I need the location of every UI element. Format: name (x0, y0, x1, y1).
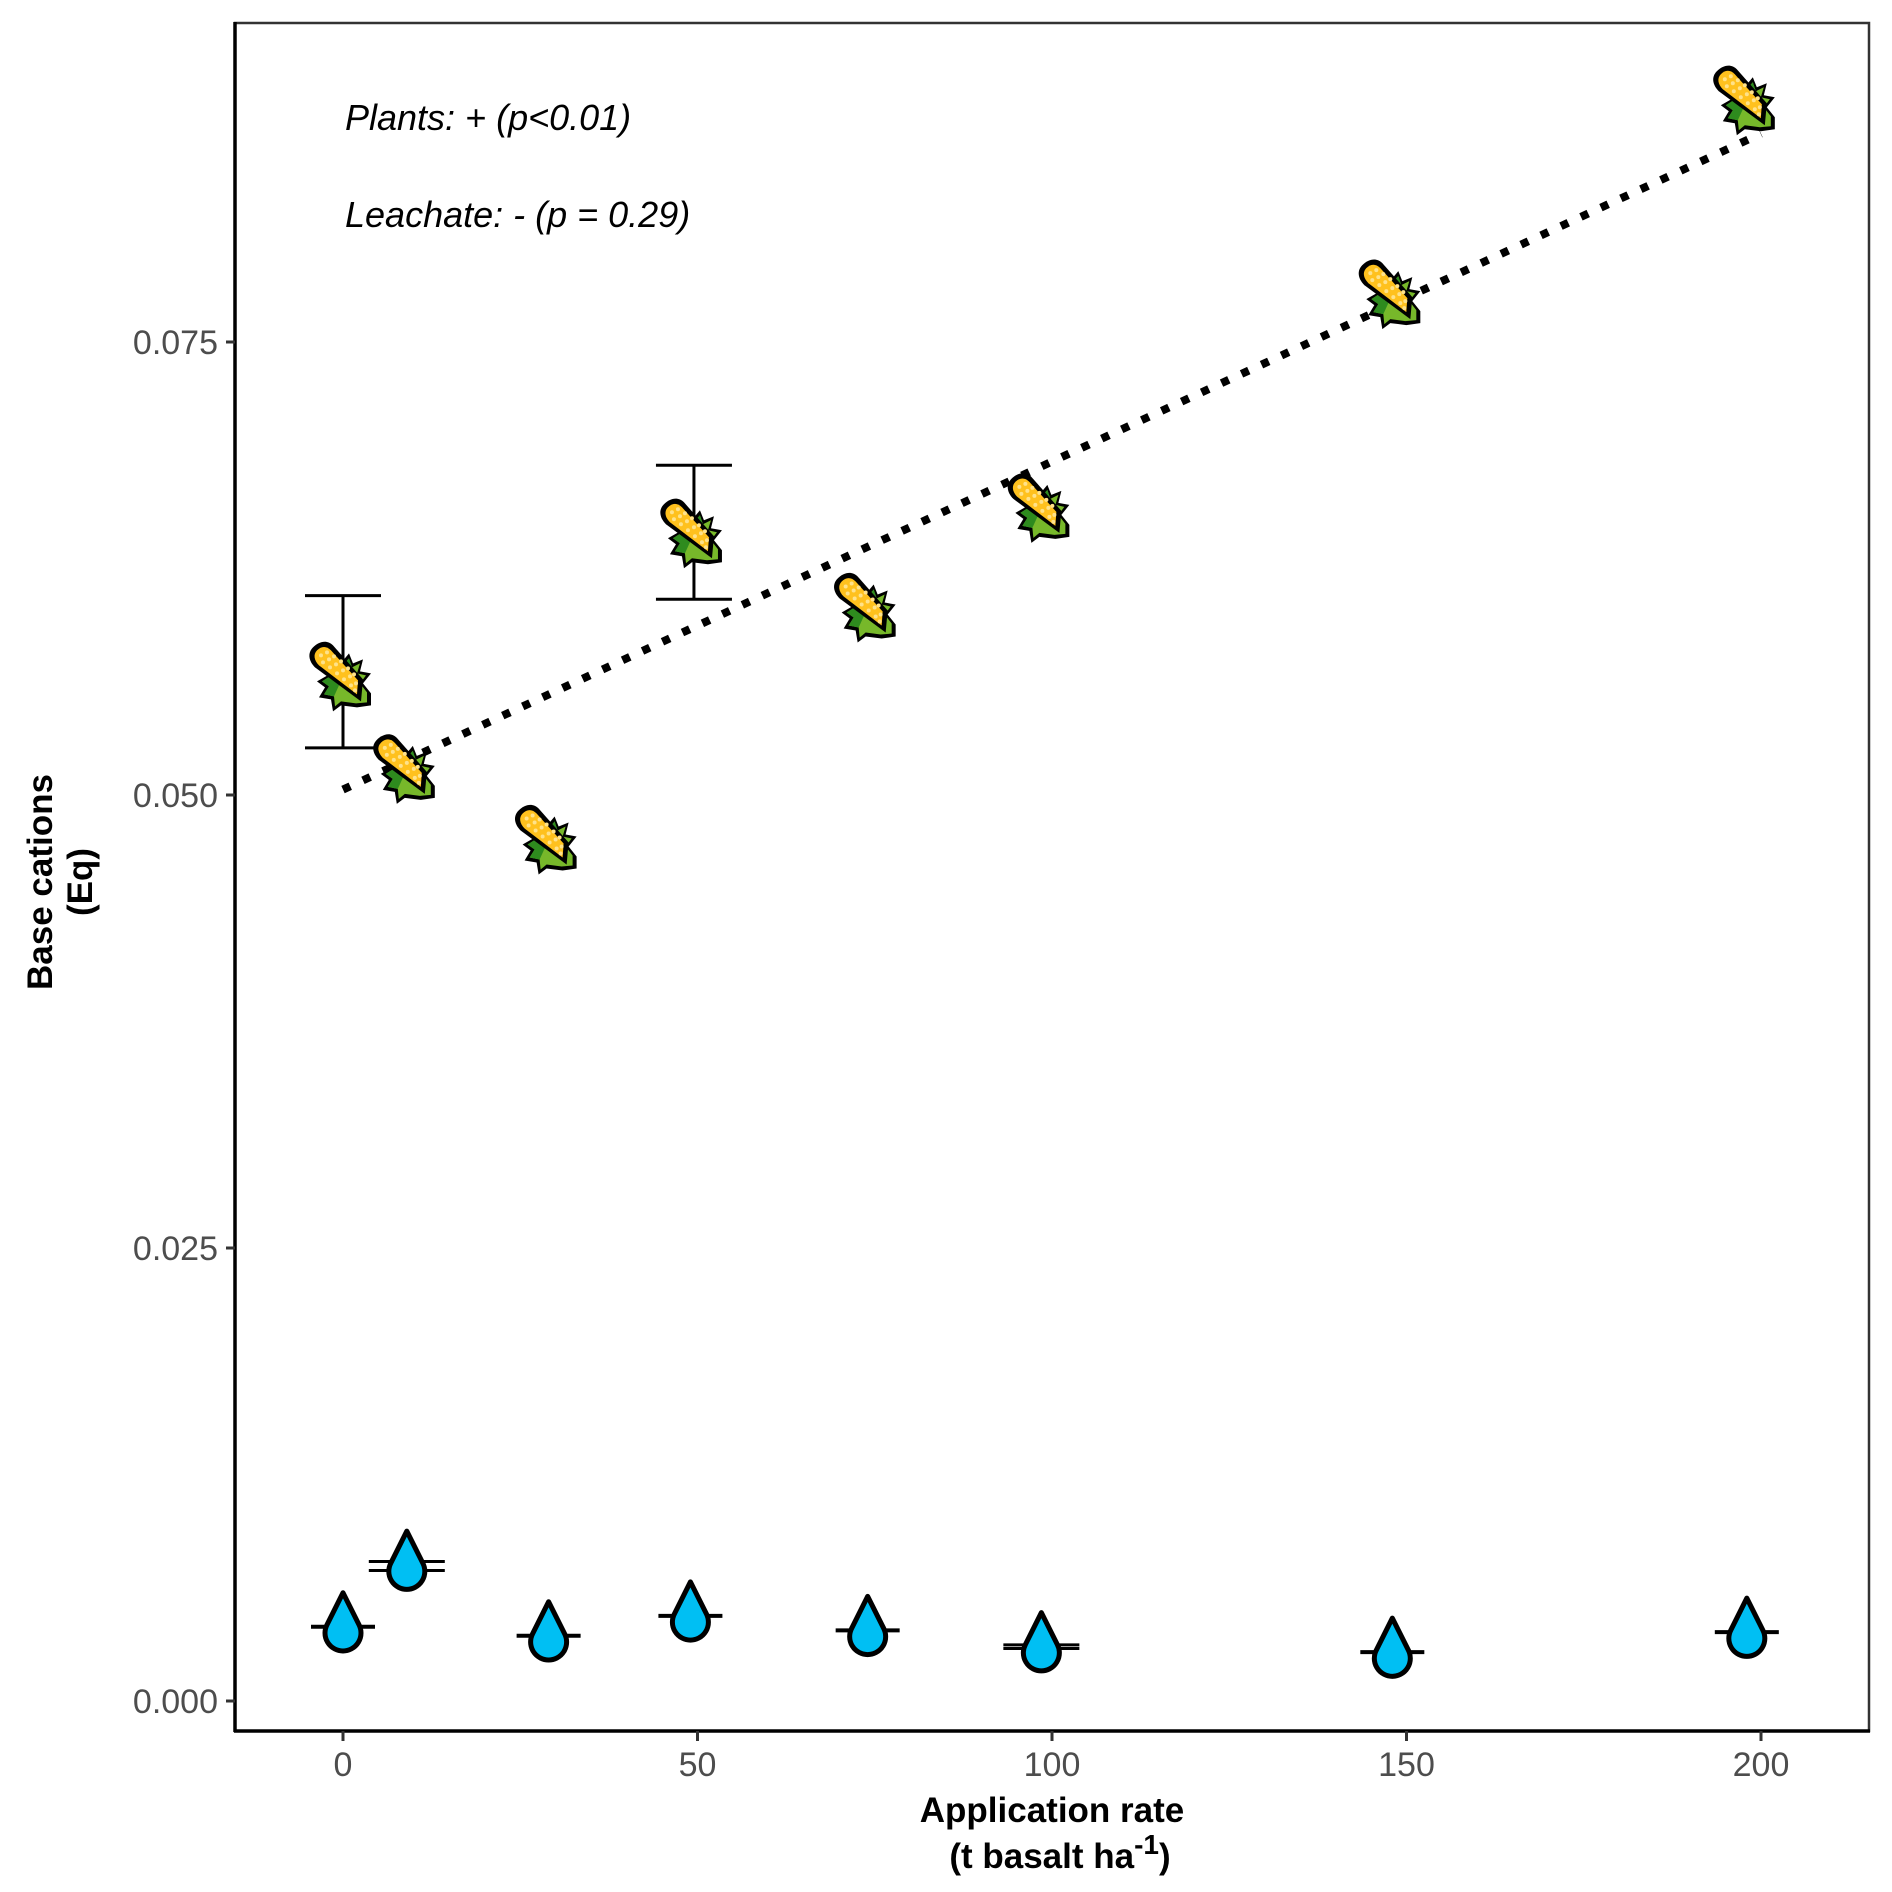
y-tick-label: 0.050 (133, 777, 218, 815)
y-axis-title: Base cations (21, 774, 60, 990)
x-axis-units-prefix: (t basalt ha (949, 1837, 1134, 1876)
x-tick-label: 200 (1733, 1746, 1790, 1784)
y-tick-label: 0.000 (133, 1683, 218, 1721)
x-tick-label: 50 (679, 1746, 717, 1784)
x-axis-units-suffix: ) (1159, 1837, 1171, 1876)
x-axis-title: Application rate (920, 1791, 1184, 1830)
y-axis-title-units: (Eq) (61, 848, 100, 916)
x-tick-label: 0 (334, 1746, 353, 1784)
plants-annotation: Plants: + (p<0.01) (345, 97, 631, 138)
y-tick-label: 0.025 (133, 1230, 218, 1268)
leachate-annotation: Leachate: - (p = 0.29) (345, 194, 690, 235)
y-tick-label: 0.075 (133, 324, 218, 362)
x-tick-label: 150 (1378, 1746, 1435, 1784)
x-axis-ticks: 0 50 100 150 200 (334, 1731, 1790, 1784)
x-axis-title-units: (t basalt ha-1) (949, 1829, 1170, 1876)
panel-border (233, 21, 1871, 1733)
y-axis-ticks: 0.000 0.025 0.050 0.075 (133, 324, 235, 1721)
plants-trend-line (341, 129, 1763, 794)
x-axis-units-superscript: -1 (1134, 1829, 1159, 1860)
x-tick-label: 100 (1024, 1746, 1081, 1784)
trend-line-group (341, 129, 1763, 794)
